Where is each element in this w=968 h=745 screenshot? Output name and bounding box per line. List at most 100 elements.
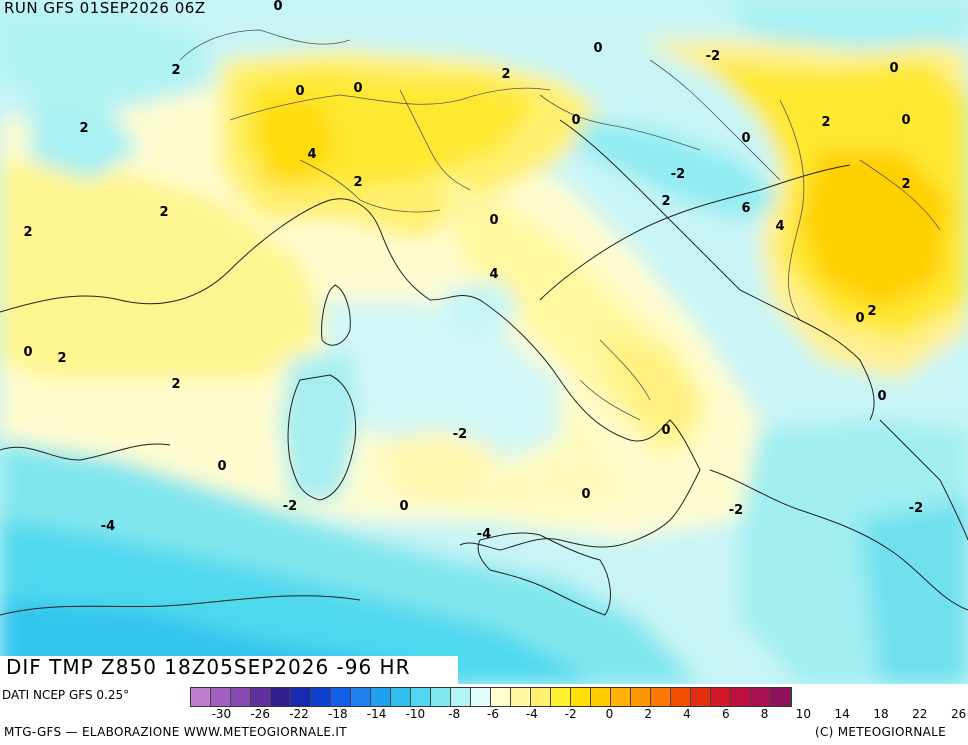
contour-label: 4 — [307, 147, 316, 162]
contour-label: 0 — [855, 311, 864, 326]
contour-label: 2 — [171, 63, 180, 78]
color-scale-swatch — [651, 688, 671, 706]
color-scale-swatch — [371, 688, 391, 706]
color-scale-swatch — [251, 688, 271, 706]
contour-label: -2 — [453, 427, 467, 442]
color-scale-swatch — [551, 688, 571, 706]
contour-label: 0 — [661, 423, 670, 438]
contour-label: -2 — [283, 499, 297, 514]
color-scale-swatch — [531, 688, 551, 706]
color-scale-tick-label: -22 — [289, 707, 309, 721]
product-label: DIF TMP Z850 18Z05SEP2026 -96 HR — [6, 655, 411, 679]
contour-label: -4 — [101, 519, 115, 534]
contour-label: 0 — [877, 389, 886, 404]
color-scale-swatch — [511, 688, 531, 706]
contour-label: 6 — [741, 201, 750, 216]
color-scale-swatch — [571, 688, 591, 706]
color-scale-swatch — [611, 688, 631, 706]
color-scale-swatch — [631, 688, 651, 706]
contour-label: 2 — [353, 175, 362, 190]
contour-label: 2 — [901, 177, 910, 192]
color-scale-tick-label: 18 — [873, 707, 889, 721]
footer-copyright: (C) METEOGIORNALE — [814, 725, 946, 739]
color-scale-tick-label: -26 — [250, 707, 270, 721]
color-scale-tick-label: 8 — [760, 707, 769, 721]
color-scale-swatch — [711, 688, 731, 706]
color-scale-swatch — [471, 688, 491, 706]
contour-label: 0 — [489, 213, 498, 228]
color-scale-tick-label: 26 — [950, 707, 967, 721]
color-scale-tick-label: -10 — [405, 707, 426, 721]
color-scale-tick-label: -4 — [525, 707, 538, 721]
coastlines — [0, 119, 968, 616]
contour-label: 2 — [159, 205, 168, 220]
contour-label: -2 — [729, 503, 743, 518]
contour-label: 4 — [489, 267, 498, 282]
contour-label: 0 — [273, 0, 282, 14]
contour-label: 0 — [217, 459, 226, 474]
contour-label: 0 — [901, 113, 910, 128]
contour-label: -2 — [706, 49, 720, 64]
contour-label: 2 — [821, 115, 830, 130]
color-scale-tick-label: 14 — [834, 707, 850, 721]
color-scale-tick-label: -2 — [564, 707, 577, 721]
contour-label: 0 — [741, 131, 750, 146]
color-scale-swatch — [231, 688, 251, 706]
color-scale-swatch — [691, 688, 711, 706]
color-scale-swatch — [191, 688, 211, 706]
contour-label: 0 — [593, 41, 602, 56]
color-scale-swatch — [451, 688, 471, 706]
color-scale-swatch — [391, 688, 411, 706]
borders — [179, 29, 941, 421]
contour-label: 2 — [867, 304, 876, 319]
run-label: RUN GFS 01SEP2026 06Z — [4, 0, 206, 17]
contour-label: 2 — [661, 194, 670, 209]
contour-label: 0 — [399, 499, 408, 514]
color-scale-tick-label: 2 — [644, 707, 653, 721]
contour-label: 2 — [23, 225, 32, 240]
color-scale-swatch — [671, 688, 691, 706]
color-scale-swatch — [411, 688, 431, 706]
weather-map: 0 -2 0 2 0 2 0 0 2 2 0 4 2 -2 0 0 2 2 6 2 4 0 2 4 2 0 0 2 2 0 0 -2 0 -2 0 0… — [0, 0, 968, 684]
color-scale-tick-label: 10 — [795, 707, 812, 721]
contour-label: -4 — [477, 527, 491, 542]
temperature-field — [0, 0, 968, 684]
contour-label: 2 — [57, 351, 66, 366]
color-scale-tick-label: 6 — [721, 707, 730, 721]
color-scale-swatch — [751, 688, 771, 706]
color-scale-swatch — [331, 688, 351, 706]
color-scale-swatch — [211, 688, 231, 706]
color-scale-tick-label: -14 — [366, 707, 387, 721]
color-scale-swatch — [311, 688, 331, 706]
color-scale-swatch — [431, 688, 451, 706]
color-scale-tick-label: 22 — [912, 707, 928, 721]
color-scale-swatch — [351, 688, 371, 706]
contour-label: 2 — [501, 67, 510, 82]
contour-label: 0 — [571, 113, 580, 128]
contour-label: 2 — [79, 121, 88, 136]
contour-label: 0 — [581, 487, 590, 502]
color-scale-swatch — [291, 688, 311, 706]
color-scale-tick-label: 0 — [605, 707, 614, 721]
contour-label: 0 — [295, 84, 304, 99]
contour-label: -2 — [909, 501, 923, 516]
color-scale-tick-label: -6 — [487, 707, 499, 721]
color-scale-tick-label: -30 — [211, 707, 232, 721]
color-scale-swatch — [771, 688, 791, 706]
contour-label: -2 — [671, 167, 685, 182]
contour-label: 0 — [23, 345, 32, 360]
color-scale-swatch — [271, 688, 291, 706]
contour-label: 4 — [775, 219, 784, 234]
color-scale-ticks: -30 -26 -22 -18 -14 -10 -8 -6 -4 -2 0 2 4 6 8 10 14 18 22 2… — [190, 707, 968, 723]
contour-label: 2 — [171, 377, 180, 392]
source-label: DATI NCEP GFS 0.25° — [2, 688, 130, 702]
color-scale-tick-label: -8 — [448, 707, 461, 721]
contour-label: 0 — [353, 81, 362, 96]
color-scale-tick-label: 4 — [683, 707, 691, 721]
color-scale-swatch — [591, 688, 611, 706]
contour-label: 0 — [889, 61, 898, 76]
color-scale-swatch — [731, 688, 751, 706]
product-label-box — [0, 656, 458, 684]
color-scale — [190, 687, 792, 707]
